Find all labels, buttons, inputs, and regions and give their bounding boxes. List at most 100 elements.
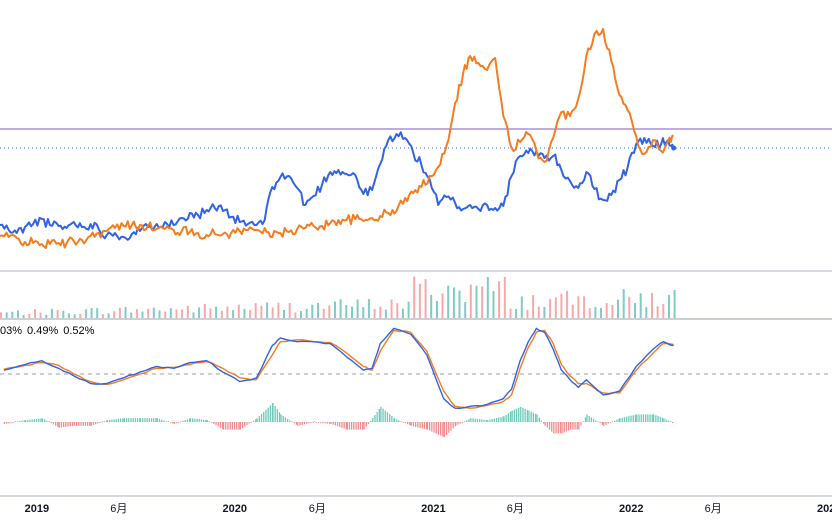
histogram-bar [574,422,576,430]
volume-bar [379,306,382,318]
histogram-bar [115,419,117,422]
histogram-bar [17,421,19,422]
macd-legend-signal: 0.52% [63,325,95,337]
histogram-bar [634,414,637,422]
histogram-bar [182,420,184,422]
volume-bar [413,276,416,318]
histogram-bar [173,422,175,424]
histogram-bar [509,411,512,422]
histogram-bar [341,422,343,428]
histogram-bar [299,422,301,426]
histogram-bar [175,422,178,424]
histogram-bar [203,419,205,422]
histogram-bar [301,422,303,425]
histogram-bar [651,414,653,422]
volume-bar [90,308,93,318]
volume-bar [169,308,172,318]
volume-bar [79,313,82,318]
histogram-bar [578,422,580,430]
histogram-bar [71,422,74,426]
volume-bar [469,284,472,318]
volume-bar [73,314,76,318]
volume-bar [220,310,223,318]
histogram-bar [326,422,328,424]
volume-bar [390,299,393,318]
histogram-bar [601,422,603,425]
volume-bar [447,285,450,318]
time-axis-label: 2023 [817,503,832,515]
histogram-bar [655,415,657,422]
histogram-bar [551,422,553,432]
histogram-bar [474,418,476,422]
macd-signal-line [3,329,674,409]
histogram-bar [657,416,659,422]
volume-bar [554,297,557,318]
histogram-bar [667,420,669,422]
histogram-bar [92,422,95,425]
volume-bar [107,313,110,318]
histogram-bar [222,422,224,430]
volume-bar [62,310,65,318]
histogram-bar [282,415,284,422]
histogram-bar [346,422,348,430]
histogram-bar [3,422,6,424]
histogram-bar [219,422,222,428]
histogram-bar [378,409,380,422]
histogram-bar [312,422,314,423]
volume-bar [226,306,229,318]
histogram-bar [50,422,52,424]
histogram-bar [396,419,398,422]
volume-bar [50,308,53,318]
histogram-bar [362,422,364,430]
histogram-bar [563,422,565,433]
price-series [0,28,677,249]
histogram-bar [196,418,198,422]
histogram-bar [328,422,331,424]
histogram-bar [546,422,548,428]
histogram-bar [435,422,437,434]
volume-bar [56,310,59,318]
histogram-bar [258,416,260,422]
volume-bar [288,303,291,318]
histogram-bar [557,422,559,434]
volume-bar [339,299,342,318]
volume-bar [481,286,484,318]
volume-bar [656,306,659,318]
histogram-bar [189,418,192,422]
histogram-bar [437,422,440,435]
histogram-bar [433,422,435,433]
histogram-bar [40,418,42,422]
histogram-bar [511,410,513,422]
histogram-bar [12,422,14,423]
histogram-bar [553,422,555,434]
histogram-bar [65,422,67,427]
histogram-bar [136,418,139,422]
volume-bar [305,308,308,318]
time-axis-label: 6月 [309,503,326,515]
volume-bar [34,309,36,318]
histogram-bar [324,422,326,424]
volume-bar [356,299,359,318]
histogram-bar [155,418,157,422]
histogram-bar [315,422,317,423]
histogram-bar [320,422,322,423]
histogram-bar [616,419,618,422]
histogram-bar [548,422,551,430]
histogram-bar [576,422,578,430]
histogram-bar [448,422,450,433]
histogram-bar [8,422,10,424]
volume-bar [328,305,331,318]
histogram-bar [415,422,417,427]
volume-bar [294,312,297,318]
volume-bar [322,308,325,318]
histogram-bar [476,418,479,422]
histogram-bar [642,414,645,422]
histogram-bar [244,422,246,427]
histogram-bar [41,418,44,422]
volume-bar [45,314,48,318]
histogram-bar [623,417,626,422]
volume-bar [634,303,636,318]
histogram-bar [538,417,540,422]
histogram-bar [90,422,92,426]
